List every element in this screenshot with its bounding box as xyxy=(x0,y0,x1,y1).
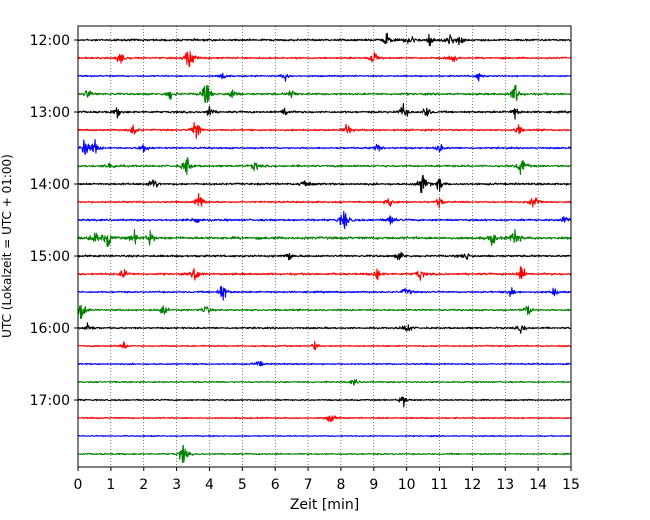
x-axis-title: Zeit [min] xyxy=(290,497,359,513)
y-axis-ticks: 12:00 13:00 14:00 15:00 16:00 17:00 xyxy=(30,33,78,409)
x-axis-ticks: 0 1 2 3 4 5 6 7 8 9 10 11 12 13 14 15 xyxy=(74,467,580,493)
y-tick-label: 14:00 xyxy=(30,177,70,193)
y-tick-label: 16:00 xyxy=(30,321,70,337)
y-axis-title: UTC (Lokalzeit = UTC + 01:00) xyxy=(0,154,14,338)
x-tick-label: 4 xyxy=(205,477,214,493)
trace-1330 xyxy=(77,138,572,155)
x-tick-label: 9 xyxy=(369,477,378,493)
seismogram-traces xyxy=(77,32,572,464)
x-tick-label: 15 xyxy=(562,477,580,493)
y-tick-label: 12:00 xyxy=(30,33,70,49)
trace-1730 xyxy=(77,434,572,438)
x-tick-label: 13 xyxy=(496,477,514,493)
y-tick-label: 13:00 xyxy=(30,105,70,121)
trace-1745 xyxy=(77,444,572,464)
trace-1715 xyxy=(77,415,572,423)
trace-1300 xyxy=(77,102,572,120)
trace-1645 xyxy=(77,378,572,386)
trace-1415 xyxy=(77,192,572,209)
trace-1700 xyxy=(77,396,572,408)
trace-1500 xyxy=(77,251,572,261)
x-tick-label: 1 xyxy=(106,477,115,493)
trace-1630 xyxy=(77,361,572,367)
trace-1615 xyxy=(77,340,572,351)
trace-1545 xyxy=(77,304,572,320)
x-tick-label: 11 xyxy=(431,477,449,493)
x-tick-label: 3 xyxy=(172,477,181,493)
x-tick-label: 2 xyxy=(139,477,148,493)
trace-1530 xyxy=(77,286,572,301)
y-tick-label: 15:00 xyxy=(30,249,70,265)
trace-1515 xyxy=(77,266,572,281)
trace-1245 xyxy=(77,84,572,104)
x-tick-label: 0 xyxy=(74,477,83,493)
x-tick-label: 8 xyxy=(336,477,345,493)
trace-1600 xyxy=(77,322,572,334)
trace-1400 xyxy=(77,174,572,194)
x-tick-label: 6 xyxy=(271,477,280,493)
x-tick-label: 12 xyxy=(463,477,481,493)
trace-1230 xyxy=(77,72,572,82)
x-tick-label: 5 xyxy=(238,477,247,493)
trace-1315 xyxy=(77,122,572,140)
x-tick-label: 7 xyxy=(304,477,313,493)
trace-1430 xyxy=(77,210,572,230)
plot-frame xyxy=(77,25,572,468)
trace-1200 xyxy=(77,32,572,47)
trace-1445 xyxy=(77,228,572,248)
trace-1215 xyxy=(77,50,572,68)
trace-1345 xyxy=(77,156,572,176)
x-tick-label: 14 xyxy=(529,477,547,493)
y-tick-label: 17:00 xyxy=(30,393,70,409)
x-tick-label: 10 xyxy=(398,477,416,493)
